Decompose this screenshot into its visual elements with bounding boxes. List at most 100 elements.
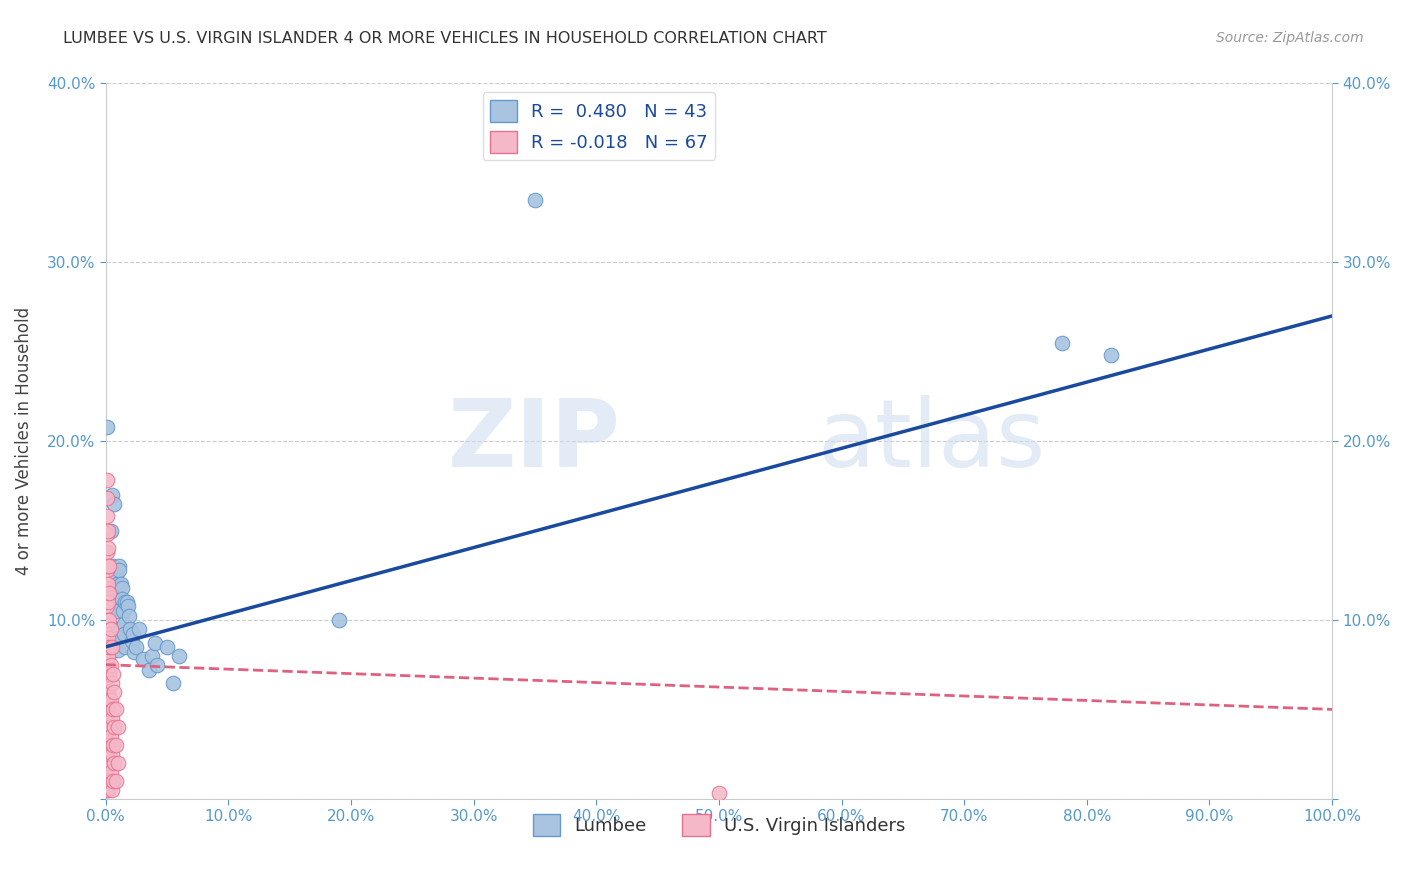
Point <box>101 702 124 716</box>
Point <box>107 631 129 645</box>
Point <box>112 627 135 641</box>
Point <box>97 783 120 797</box>
Point <box>138 663 160 677</box>
Point <box>96 420 118 434</box>
Point <box>101 640 124 654</box>
Point <box>169 648 191 663</box>
Point <box>328 613 350 627</box>
Point <box>97 720 120 734</box>
Point <box>100 622 122 636</box>
Point <box>103 720 125 734</box>
Point <box>97 613 120 627</box>
Point <box>104 702 127 716</box>
Point <box>143 636 166 650</box>
Point <box>97 666 120 681</box>
Point <box>98 613 121 627</box>
Point <box>1052 335 1074 350</box>
Point <box>100 693 122 707</box>
Point <box>110 577 132 591</box>
Legend: Lumbee, U.S. Virgin Islanders: Lumbee, U.S. Virgin Islanders <box>526 807 912 844</box>
Point <box>96 723 118 738</box>
Point <box>107 643 129 657</box>
Point <box>107 756 129 770</box>
Point <box>96 652 118 666</box>
Point <box>122 645 145 659</box>
Point <box>128 622 150 636</box>
Point <box>104 590 127 604</box>
Point <box>98 693 121 707</box>
Point <box>111 591 134 606</box>
Point <box>101 666 124 681</box>
Point <box>97 774 120 789</box>
Point <box>162 675 184 690</box>
Point <box>101 559 124 574</box>
Point <box>108 563 131 577</box>
Point <box>118 609 141 624</box>
Point <box>104 738 127 752</box>
Point <box>96 706 118 720</box>
Point <box>524 193 547 207</box>
Point <box>98 586 121 600</box>
Point <box>97 559 120 574</box>
Point <box>96 741 118 756</box>
Point <box>96 783 118 797</box>
Point <box>96 563 118 577</box>
Y-axis label: 4 or more Vehicles in Household: 4 or more Vehicles in Household <box>15 307 32 575</box>
Point <box>104 774 127 789</box>
Point <box>97 524 120 538</box>
Point <box>96 634 118 648</box>
Point <box>114 595 136 609</box>
Point <box>96 545 118 559</box>
Point <box>97 738 120 752</box>
Point <box>101 711 124 725</box>
Point <box>108 559 131 574</box>
Point <box>141 648 163 663</box>
Point <box>1099 348 1122 362</box>
Point <box>97 648 120 663</box>
Point <box>100 764 122 779</box>
Point <box>97 684 120 698</box>
Text: LUMBEE VS U.S. VIRGIN ISLANDER 4 OR MORE VEHICLES IN HOUSEHOLD CORRELATION CHART: LUMBEE VS U.S. VIRGIN ISLANDER 4 OR MORE… <box>63 31 827 46</box>
Point <box>115 595 138 609</box>
Point <box>96 599 118 613</box>
Point <box>146 657 169 672</box>
Point <box>114 640 136 654</box>
Point <box>96 581 118 595</box>
Point <box>105 604 128 618</box>
Point <box>97 541 120 556</box>
Point <box>107 622 129 636</box>
Point <box>120 622 142 636</box>
Point <box>707 787 730 801</box>
Point <box>131 652 153 666</box>
Point <box>101 774 124 789</box>
Point <box>105 577 128 591</box>
Point <box>101 738 124 752</box>
Point <box>97 577 120 591</box>
Point <box>103 497 125 511</box>
Point <box>104 568 127 582</box>
Text: Source: ZipAtlas.com: Source: ZipAtlas.com <box>1216 31 1364 45</box>
Point <box>96 527 118 541</box>
Point <box>111 604 134 618</box>
Point <box>101 747 124 761</box>
Point <box>101 488 124 502</box>
Point <box>103 684 125 698</box>
Point <box>96 688 118 702</box>
Point <box>97 756 120 770</box>
Point <box>96 759 118 773</box>
Point <box>100 729 122 743</box>
Point <box>125 640 148 654</box>
Point <box>156 640 179 654</box>
Point <box>98 559 121 574</box>
Point <box>121 634 143 648</box>
Point <box>97 595 120 609</box>
Point <box>96 474 118 488</box>
Point <box>107 720 129 734</box>
Point <box>97 702 120 716</box>
Point <box>96 491 118 506</box>
Point <box>100 657 122 672</box>
Point <box>117 599 139 613</box>
Point <box>98 720 121 734</box>
Point <box>98 640 121 654</box>
Point <box>103 756 125 770</box>
